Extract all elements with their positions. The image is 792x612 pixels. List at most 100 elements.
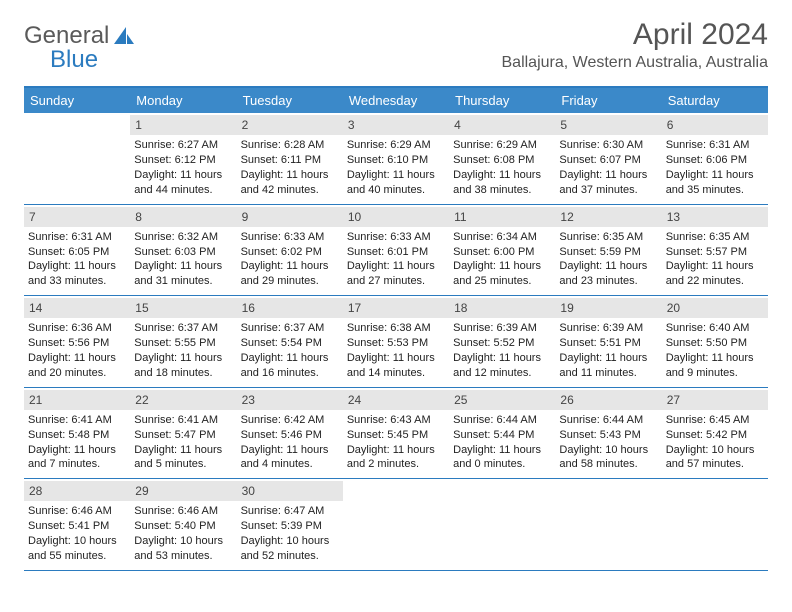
- day-daylight1: Daylight: 11 hours: [241, 168, 339, 183]
- day-sunset: Sunset: 5:39 PM: [241, 519, 339, 534]
- day-number: 26: [555, 390, 661, 410]
- day-number: 21: [24, 390, 130, 410]
- day-sunrise: Sunrise: 6:34 AM: [453, 230, 551, 245]
- day-cell: 30Sunrise: 6:47 AMSunset: 5:39 PMDayligh…: [237, 479, 343, 570]
- day-sunset: Sunset: 6:03 PM: [134, 245, 232, 260]
- day-daylight1: Daylight: 11 hours: [28, 443, 126, 458]
- day-sunset: Sunset: 5:51 PM: [559, 336, 657, 351]
- day-sunset: Sunset: 5:55 PM: [134, 336, 232, 351]
- day-daylight2: and 37 minutes.: [559, 183, 657, 198]
- day-daylight2: and 2 minutes.: [347, 457, 445, 472]
- day-sunrise: Sunrise: 6:29 AM: [347, 138, 445, 153]
- day-cell: 20Sunrise: 6:40 AMSunset: 5:50 PMDayligh…: [662, 296, 768, 387]
- day-cell: 25Sunrise: 6:44 AMSunset: 5:44 PMDayligh…: [449, 388, 555, 479]
- logo: General Blue: [24, 24, 154, 76]
- day-header-cell: Saturday: [662, 88, 768, 113]
- day-cell: 7Sunrise: 6:31 AMSunset: 6:05 PMDaylight…: [24, 205, 130, 296]
- day-cell: 14Sunrise: 6:36 AMSunset: 5:56 PMDayligh…: [24, 296, 130, 387]
- day-cell: [24, 113, 130, 204]
- day-daylight1: Daylight: 11 hours: [453, 259, 551, 274]
- day-cell: 23Sunrise: 6:42 AMSunset: 5:46 PMDayligh…: [237, 388, 343, 479]
- day-sunrise: Sunrise: 6:31 AM: [28, 230, 126, 245]
- day-daylight1: Daylight: 11 hours: [134, 443, 232, 458]
- day-number: 22: [130, 390, 236, 410]
- day-sunset: Sunset: 6:11 PM: [241, 153, 339, 168]
- day-number: 13: [662, 207, 768, 227]
- week-row: 14Sunrise: 6:36 AMSunset: 5:56 PMDayligh…: [24, 296, 768, 388]
- header: General Blue April 2024 Ballajura, Weste…: [24, 18, 768, 76]
- day-cell: 6Sunrise: 6:31 AMSunset: 6:06 PMDaylight…: [662, 113, 768, 204]
- day-sunset: Sunset: 5:43 PM: [559, 428, 657, 443]
- day-daylight2: and 55 minutes.: [28, 549, 126, 564]
- day-daylight1: Daylight: 11 hours: [134, 168, 232, 183]
- day-daylight2: and 57 minutes.: [666, 457, 764, 472]
- day-cell: 24Sunrise: 6:43 AMSunset: 5:45 PMDayligh…: [343, 388, 449, 479]
- day-sunrise: Sunrise: 6:46 AM: [134, 504, 232, 519]
- day-daylight2: and 38 minutes.: [453, 183, 551, 198]
- calendar: SundayMondayTuesdayWednesdayThursdayFrid…: [24, 86, 768, 571]
- day-sunrise: Sunrise: 6:28 AM: [241, 138, 339, 153]
- day-cell: 27Sunrise: 6:45 AMSunset: 5:42 PMDayligh…: [662, 388, 768, 479]
- day-sunrise: Sunrise: 6:39 AM: [559, 321, 657, 336]
- day-daylight2: and 18 minutes.: [134, 366, 232, 381]
- day-number: 2: [237, 115, 343, 135]
- day-sunrise: Sunrise: 6:35 AM: [666, 230, 764, 245]
- day-number: 5: [555, 115, 661, 135]
- day-daylight1: Daylight: 11 hours: [347, 443, 445, 458]
- day-daylight2: and 7 minutes.: [28, 457, 126, 472]
- day-daylight2: and 53 minutes.: [134, 549, 232, 564]
- day-sunrise: Sunrise: 6:39 AM: [453, 321, 551, 336]
- day-daylight2: and 58 minutes.: [559, 457, 657, 472]
- day-number: 6: [662, 115, 768, 135]
- day-sunset: Sunset: 6:02 PM: [241, 245, 339, 260]
- day-cell: [555, 479, 661, 570]
- day-sunset: Sunset: 6:08 PM: [453, 153, 551, 168]
- day-daylight1: Daylight: 11 hours: [559, 259, 657, 274]
- day-sunset: Sunset: 6:00 PM: [453, 245, 551, 260]
- day-daylight1: Daylight: 11 hours: [347, 259, 445, 274]
- day-header-cell: Monday: [130, 88, 236, 113]
- day-sunset: Sunset: 5:42 PM: [666, 428, 764, 443]
- day-daylight1: Daylight: 11 hours: [666, 259, 764, 274]
- day-number: 9: [237, 207, 343, 227]
- day-cell: 17Sunrise: 6:38 AMSunset: 5:53 PMDayligh…: [343, 296, 449, 387]
- day-daylight2: and 9 minutes.: [666, 366, 764, 381]
- day-daylight1: Daylight: 10 hours: [559, 443, 657, 458]
- day-number: 11: [449, 207, 555, 227]
- day-number: 28: [24, 481, 130, 501]
- day-number: 25: [449, 390, 555, 410]
- day-cell: 13Sunrise: 6:35 AMSunset: 5:57 PMDayligh…: [662, 205, 768, 296]
- day-daylight2: and 52 minutes.: [241, 549, 339, 564]
- logo-text-2: Blue: [50, 48, 98, 72]
- day-number: 30: [237, 481, 343, 501]
- day-daylight1: Daylight: 11 hours: [241, 259, 339, 274]
- day-daylight1: Daylight: 11 hours: [453, 443, 551, 458]
- day-sunrise: Sunrise: 6:44 AM: [559, 413, 657, 428]
- day-cell: 9Sunrise: 6:33 AMSunset: 6:02 PMDaylight…: [237, 205, 343, 296]
- day-daylight1: Daylight: 11 hours: [28, 259, 126, 274]
- day-sunset: Sunset: 6:12 PM: [134, 153, 232, 168]
- day-daylight2: and 29 minutes.: [241, 274, 339, 289]
- day-daylight2: and 27 minutes.: [347, 274, 445, 289]
- day-sunset: Sunset: 5:45 PM: [347, 428, 445, 443]
- day-daylight1: Daylight: 11 hours: [666, 168, 764, 183]
- day-cell: 19Sunrise: 6:39 AMSunset: 5:51 PMDayligh…: [555, 296, 661, 387]
- day-cell: 18Sunrise: 6:39 AMSunset: 5:52 PMDayligh…: [449, 296, 555, 387]
- day-cell: 28Sunrise: 6:46 AMSunset: 5:41 PMDayligh…: [24, 479, 130, 570]
- day-number: 18: [449, 298, 555, 318]
- day-number: 4: [449, 115, 555, 135]
- day-daylight1: Daylight: 11 hours: [134, 351, 232, 366]
- day-cell: 11 Sunrise: 6:34 AMSunset: 6:00 PMDayligh…: [449, 205, 555, 296]
- day-daylight1: Daylight: 10 hours: [666, 443, 764, 458]
- day-cell: 3Sunrise: 6:29 AMSunset: 6:10 PMDaylight…: [343, 113, 449, 204]
- day-cell: 8Sunrise: 6:32 AMSunset: 6:03 PMDaylight…: [130, 205, 236, 296]
- day-daylight2: and 4 minutes.: [241, 457, 339, 472]
- day-daylight2: and 33 minutes.: [28, 274, 126, 289]
- week-row: 28Sunrise: 6:46 AMSunset: 5:41 PMDayligh…: [24, 479, 768, 571]
- day-header-cell: Friday: [555, 88, 661, 113]
- day-sunset: Sunset: 5:48 PM: [28, 428, 126, 443]
- day-cell: 2 Sunrise: 6:28 AMSunset: 6:11 PMDaylight…: [237, 113, 343, 204]
- day-cell: 22Sunrise: 6:41 AMSunset: 5:47 PMDayligh…: [130, 388, 236, 479]
- logo-sail-icon: [113, 26, 135, 46]
- day-sunrise: Sunrise: 6:41 AM: [134, 413, 232, 428]
